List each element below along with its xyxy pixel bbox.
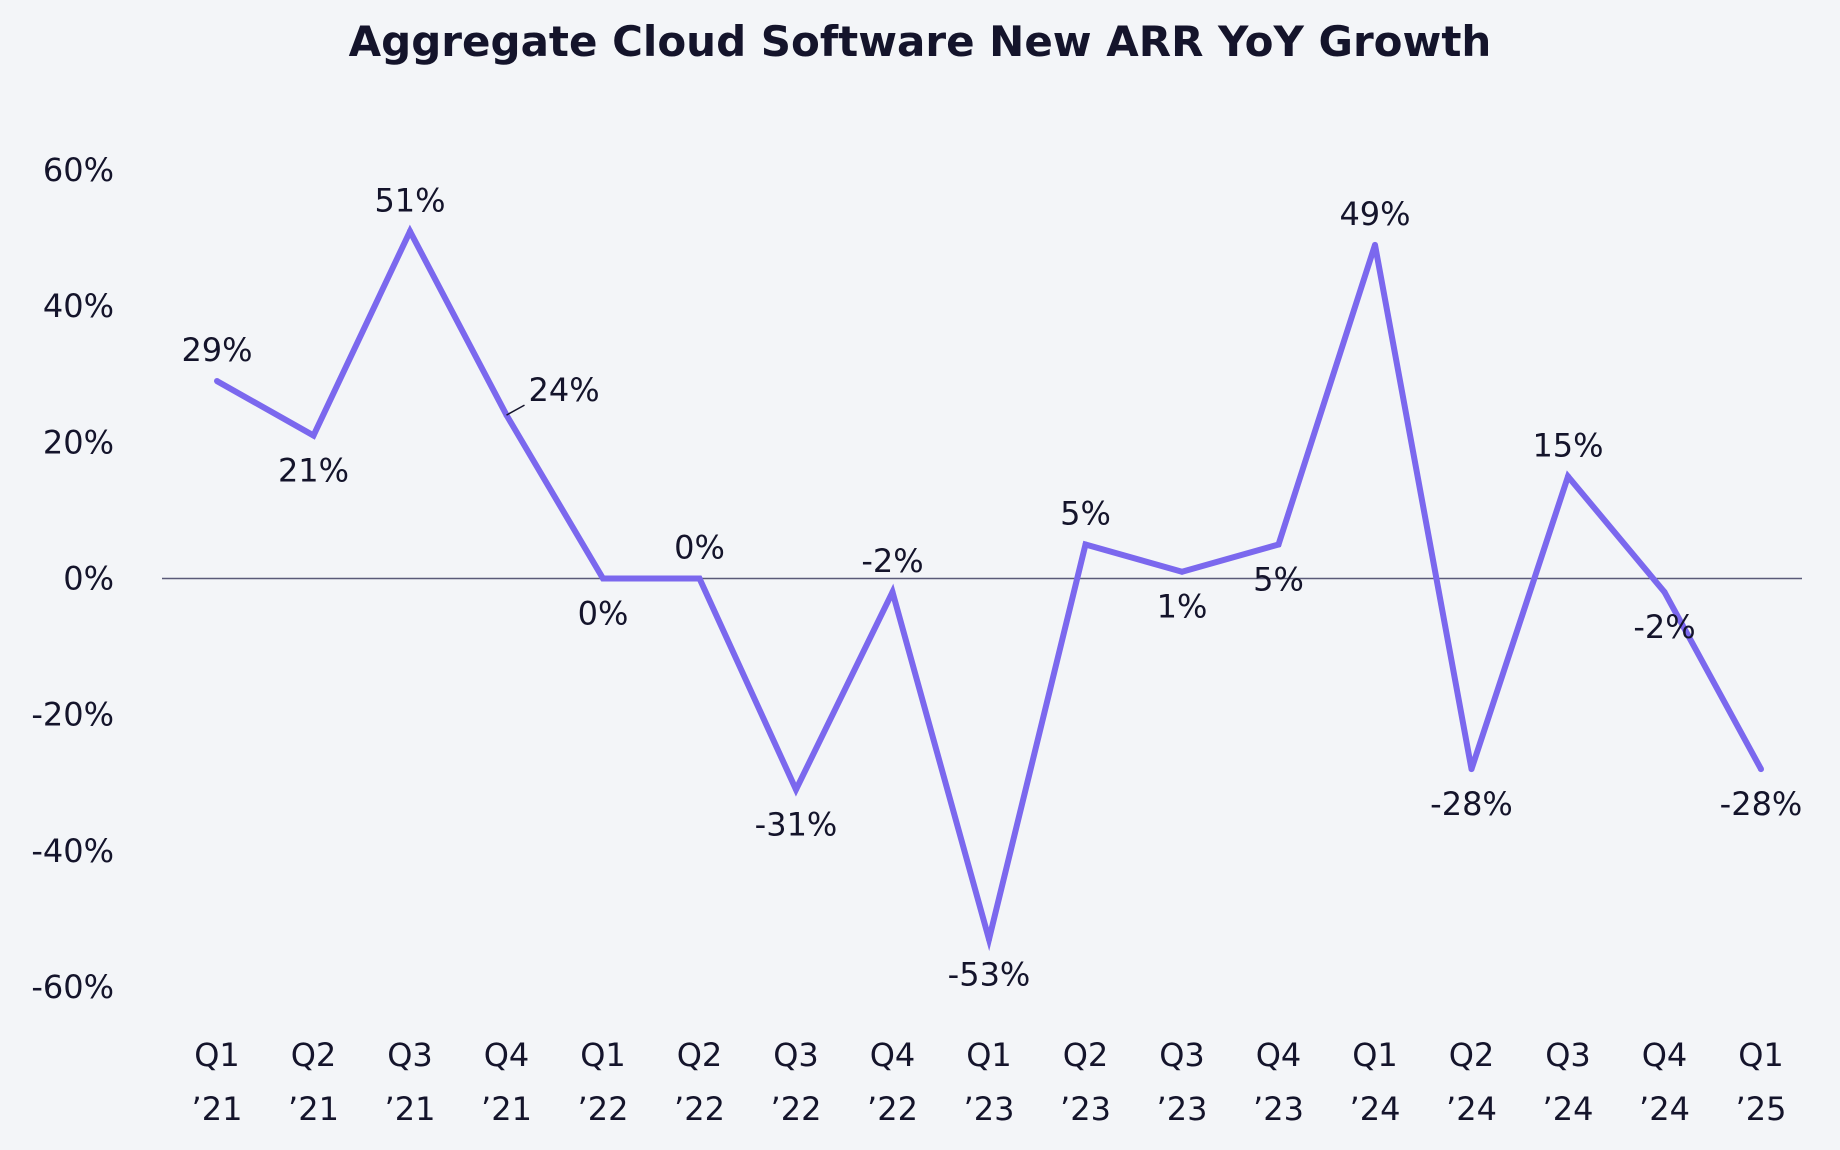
series-line — [215, 224, 1764, 952]
x-tick-label-quarter: Q1 — [966, 1036, 1012, 1074]
x-tick-label-year: ’23 — [1253, 1090, 1304, 1128]
x-tick-label-quarter: Q1 — [194, 1036, 240, 1074]
x-tick-label-quarter: Q4 — [1256, 1036, 1302, 1074]
data-label: 49% — [1339, 195, 1410, 233]
x-tick-label-year: ’21 — [481, 1090, 532, 1128]
data-label: 51% — [374, 181, 445, 219]
x-tick-label-year: ’24 — [1446, 1090, 1497, 1128]
data-label: 29% — [181, 331, 252, 369]
x-tick-label-quarter: Q3 — [773, 1036, 819, 1074]
x-tick-label-year: ’21 — [192, 1090, 243, 1128]
data-label: 0% — [578, 595, 629, 633]
data-point — [1468, 766, 1475, 773]
data-point — [1082, 541, 1089, 548]
y-tick-label: 60% — [43, 151, 114, 189]
x-tick-label-quarter: Q2 — [1449, 1036, 1495, 1074]
data-point — [1372, 241, 1378, 248]
data-point — [986, 936, 992, 943]
x-tick-label-quarter: Q4 — [870, 1036, 916, 1074]
data-label: -2% — [861, 542, 923, 580]
data-point — [1565, 473, 1571, 480]
data-label: -53% — [948, 955, 1031, 993]
x-tick-label-quarter: Q1 — [1738, 1036, 1784, 1074]
data-label: 21% — [278, 452, 349, 490]
data-point — [600, 575, 606, 582]
y-tick-label: -60% — [31, 968, 114, 1006]
data-label: 5% — [1060, 494, 1111, 532]
x-tick-label-year: ’22 — [771, 1090, 822, 1128]
y-tick-label: -20% — [31, 696, 114, 734]
x-tick-label-quarter: Q3 — [387, 1036, 433, 1074]
y-tick-label: 40% — [43, 287, 114, 325]
data-label: 1% — [1157, 588, 1208, 626]
data-point — [1758, 766, 1764, 773]
y-tick-label: -40% — [31, 832, 114, 870]
x-tick-label-year: ’23 — [1060, 1090, 1111, 1128]
data-point — [1275, 541, 1282, 548]
y-tick-label: 20% — [43, 423, 114, 461]
x-axis: Q1 ’21 Q2 ’21 Q3 ’21 Q4 ’21 Q1 ’22 Q2 ’22 Q3 ’22 Q4 ’22… — [192, 1036, 1787, 1128]
data-label: 5% — [1253, 560, 1304, 598]
data-point — [1179, 568, 1185, 575]
data-point — [214, 378, 220, 385]
data-label: -28% — [1720, 785, 1803, 823]
x-tick-label-year: ’25 — [1736, 1090, 1787, 1128]
x-tick-label-year: ’22 — [578, 1090, 629, 1128]
data-label: 15% — [1532, 426, 1603, 464]
x-tick-label-quarter: Q4 — [1642, 1036, 1688, 1074]
x-tick-label-quarter: Q2 — [677, 1036, 723, 1074]
y-axis: 60% 40% 20% 0% -20% -40% -60% — [31, 151, 114, 1006]
x-tick-label-quarter: Q2 — [1063, 1036, 1109, 1074]
x-tick-label-quarter: Q3 — [1545, 1036, 1591, 1074]
data-label: -31% — [755, 806, 838, 844]
data-point — [1661, 589, 1668, 596]
x-tick-label-quarter: Q1 — [580, 1036, 626, 1074]
data-label: 0% — [674, 529, 725, 567]
x-tick-label-year: ’22 — [867, 1090, 918, 1128]
data-label: -28% — [1430, 785, 1513, 823]
x-tick-label-year: ’22 — [674, 1090, 725, 1128]
x-tick-label-quarter: Q4 — [484, 1036, 530, 1074]
plot-area — [162, 224, 1802, 952]
x-tick-label-year: ’24 — [1350, 1090, 1401, 1128]
data-label: 24% — [529, 371, 600, 409]
x-tick-label-year: ’21 — [288, 1090, 339, 1128]
x-tick-label-year: ’23 — [1157, 1090, 1208, 1128]
data-label: -2% — [1633, 608, 1695, 646]
y-tick-label: 0% — [63, 560, 114, 598]
data-point — [793, 786, 799, 793]
data-label-leader — [506, 404, 525, 416]
data-labels: 29% 21% 51% 24% 0% 0% -31% -2% -53% 5% 1% 5% 49% -28%… — [181, 181, 1802, 993]
data-point — [889, 589, 896, 596]
x-tick-label-quarter: Q1 — [1352, 1036, 1398, 1074]
x-tick-label-year: ’21 — [385, 1090, 436, 1128]
data-point — [696, 575, 703, 582]
chart-title: Aggregate Cloud Software New ARR YoY Gro… — [349, 17, 1492, 66]
x-tick-label-quarter: Q2 — [291, 1036, 337, 1074]
x-tick-label-year: ’23 — [964, 1090, 1015, 1128]
data-point — [310, 432, 317, 439]
x-tick-label-quarter: Q3 — [1159, 1036, 1205, 1074]
x-tick-label-year: ’24 — [1639, 1090, 1690, 1128]
data-point — [407, 228, 413, 235]
x-tick-label-year: ’24 — [1543, 1090, 1594, 1128]
